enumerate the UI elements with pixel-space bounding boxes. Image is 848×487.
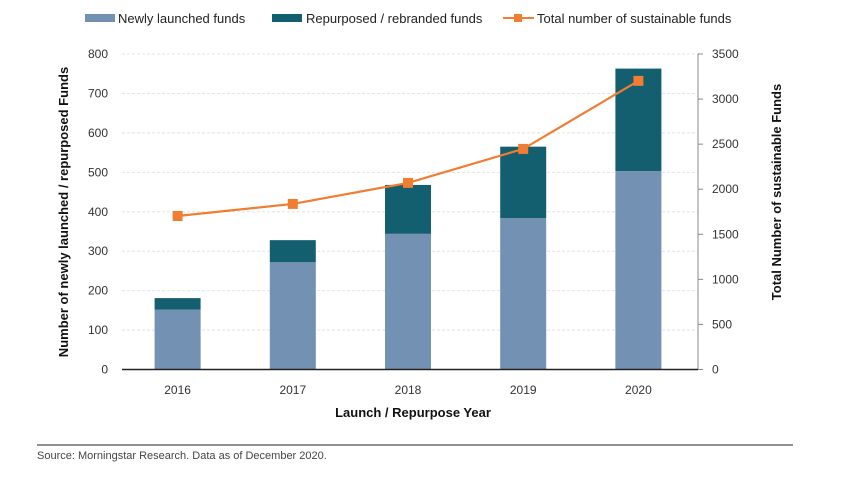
bar-repurposed-2016 bbox=[154, 298, 201, 310]
bar-newly-launched-2016 bbox=[154, 309, 201, 370]
x-axis-title: Launch / Repurpose Year bbox=[335, 405, 491, 420]
bars bbox=[154, 68, 662, 370]
legend-label-repurposed: Repurposed / rebranded funds bbox=[306, 11, 483, 26]
y-tick-label-right: 3000 bbox=[712, 92, 739, 106]
x-axis-labels: 2016 2017 2018 2019 2020 bbox=[164, 383, 652, 397]
x-tick-label: 2019 bbox=[510, 383, 537, 397]
y-tick-label-left: 600 bbox=[88, 126, 108, 140]
y-tick-label-left: 200 bbox=[88, 284, 108, 298]
marker-total-2018 bbox=[403, 177, 413, 188]
y-tick-label-left: 300 bbox=[88, 244, 108, 258]
y-axis-title-left: Number of newly launched / repurposed Fu… bbox=[56, 67, 71, 357]
bar-repurposed-2019 bbox=[500, 146, 547, 219]
y-tick-label-right: 0 bbox=[712, 363, 719, 377]
bar-newly-launched-2018 bbox=[385, 233, 431, 370]
y-tick-label-right: 500 bbox=[712, 317, 732, 331]
x-tick-label: 2020 bbox=[625, 383, 652, 397]
y-axis-title-right: Total Number of sustainable Funds bbox=[769, 84, 784, 300]
y-tick-label-left: 700 bbox=[88, 86, 108, 100]
legend-label-total: Total number of sustainable funds bbox=[537, 11, 732, 26]
marker-total-2016 bbox=[172, 210, 183, 221]
bar-newly-launched-2020 bbox=[615, 171, 662, 370]
right-axis: 0 500 1000 1500 2000 2500 3000 3500 bbox=[697, 47, 739, 377]
legend-marker-total bbox=[514, 14, 522, 22]
source-note: Source: Morningstar Research. Data as of… bbox=[37, 450, 327, 462]
y-tick-label-left: 0 bbox=[101, 363, 108, 377]
marker-total-2019 bbox=[518, 143, 529, 154]
bar-repurposed-2018 bbox=[385, 184, 431, 234]
y-tick-label-right: 1500 bbox=[712, 227, 739, 241]
y-tick-label-right: 2000 bbox=[712, 182, 739, 196]
x-tick-label: 2016 bbox=[164, 383, 191, 397]
bar-newly-launched-2019 bbox=[500, 218, 547, 370]
bar-newly-launched-2017 bbox=[269, 262, 316, 370]
x-tick-label: 2017 bbox=[279, 383, 306, 397]
line-series-total bbox=[172, 75, 644, 221]
marker-total-2020 bbox=[633, 75, 644, 86]
y-tick-label-left: 100 bbox=[88, 323, 108, 337]
y-tick-label-left: 500 bbox=[88, 165, 108, 179]
y-tick-label-right: 1000 bbox=[712, 272, 739, 286]
left-axis-ticks: 0 100 200 300 400 500 600 700 800 bbox=[88, 47, 108, 377]
y-tick-label-left: 800 bbox=[88, 47, 108, 61]
legend: Newly launched funds Repurposed / rebran… bbox=[85, 11, 732, 26]
y-tick-label-right: 2500 bbox=[712, 137, 739, 151]
legend-swatch-repurposed bbox=[272, 14, 302, 22]
marker-total-2017 bbox=[287, 198, 298, 209]
y-tick-label-left: 400 bbox=[88, 205, 108, 219]
x-tick-label: 2018 bbox=[395, 383, 422, 397]
legend-label-newly-launched: Newly launched funds bbox=[118, 11, 246, 26]
bar-repurposed-2017 bbox=[269, 240, 316, 263]
y-tick-label-right: 3500 bbox=[712, 47, 739, 61]
legend-swatch-newly-launched bbox=[85, 14, 115, 22]
